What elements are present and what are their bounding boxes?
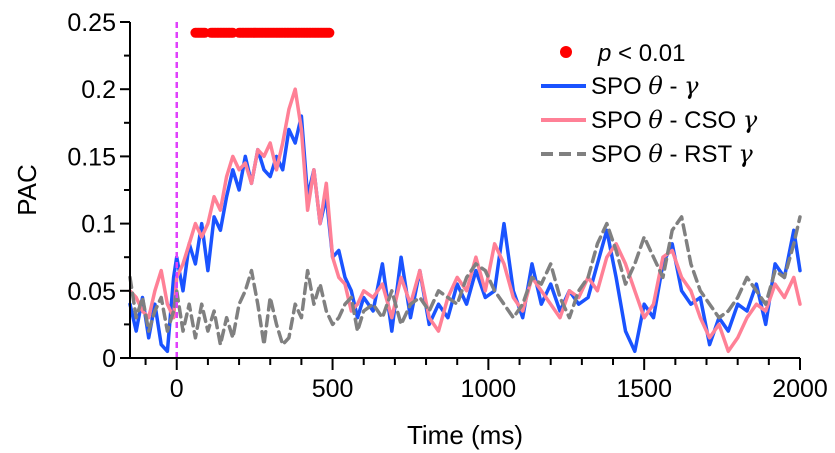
legend-marker-significance [560,46,572,58]
legend-2-gamma: γ [743,106,758,134]
x-tick-label: 0 [170,375,184,403]
legend-label-series-3: SPO θ - RST γ [591,140,753,168]
legend-3-gamma: γ [738,140,753,168]
legend-3-mid: - RST [663,141,739,168]
x-axis-label: Time (ms) [407,420,523,450]
legend-p-italic: p [597,40,611,67]
legend-p-rest: < 0.01 [611,40,685,67]
series-line-3 [128,215,802,347]
plot-lines [128,87,802,354]
axes [129,22,800,359]
legend-1-gamma: γ [684,72,699,100]
legend-label-series-1: SPO θ - γ [591,72,699,100]
legend-1-main: SPO [591,73,648,100]
y-axis-label: PAC [12,164,42,216]
legend: p < 0.01 SPO θ - γ SPO θ - CSO γ SPO θ -… [541,40,758,168]
legend-1-theta: θ [648,72,663,100]
legend-2-theta: θ [648,106,663,134]
legend-2-mid: - CSO [663,107,743,134]
y-tick-label: 0.05 [67,278,116,306]
x-tick-label: 1500 [616,375,672,403]
series-line-2 [128,87,802,354]
y-tick-label: 0.15 [67,143,116,171]
significance-dot [324,27,335,38]
x-tick-label: 1000 [461,375,517,403]
x-ticks: 0 500 1000 1500 2000 [144,358,828,403]
y-tick-label: 0.25 [67,9,116,37]
significance-markers [190,27,335,38]
legend-3-main: SPO [591,141,648,168]
x-tick-label: 2000 [772,375,828,403]
legend-1-mid: - [663,73,684,100]
x-tick-label: 500 [312,375,354,403]
legend-label-series-2: SPO θ - CSO γ [591,106,758,134]
legend-label-significance: p < 0.01 [597,40,685,67]
y-tick-label: 0 [102,345,116,373]
legend-3-theta: θ [648,140,663,168]
legend-2-main: SPO [591,107,648,134]
y-ticks: 0 0.05 0.1 0.15 0.2 0.25 [67,9,130,373]
y-tick-label: 0.1 [81,211,116,239]
y-tick-label: 0.2 [81,76,116,104]
